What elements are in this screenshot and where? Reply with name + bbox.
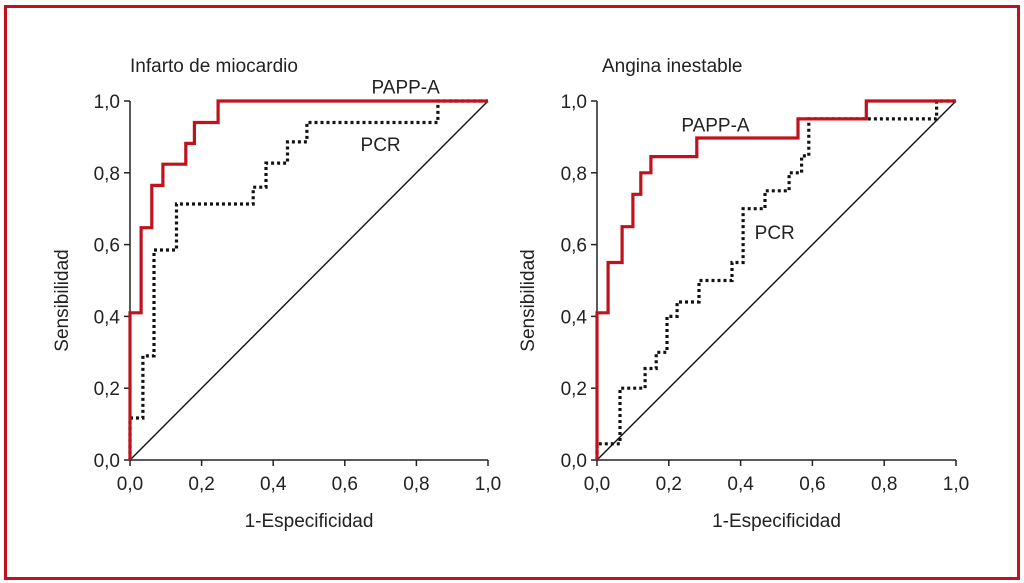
y-tick-label: 0,8 (94, 164, 120, 185)
x-tick-label: 0,0 (117, 474, 143, 495)
y-tick-label: 0,0 (94, 451, 120, 472)
x-tick-label: 0,6 (332, 474, 358, 495)
series-label-pcr: PCR (361, 135, 401, 156)
chart-panel-1: Infarto de miocardio 0,0 0,2 0,4 0,6 0,8 1,0 0,… (52, 56, 501, 532)
y-tick-label: 0,4 (94, 307, 121, 328)
x-tick-label: 0,8 (403, 474, 429, 495)
chart-panel-2: Angina inestable 0,0 0,2 0,4 0,6 0,8 1,0 0,0 0,2… (518, 56, 969, 532)
x-axis-title: 1-Especificidad (245, 511, 374, 532)
series-label-pcr: PCR (755, 223, 795, 244)
y-tick-label: 0,6 (94, 236, 120, 257)
y-tick-label: 0,6 (561, 236, 587, 257)
series-line-papp-a (595, 99, 956, 460)
y-tick-label: 1,0 (94, 92, 120, 113)
x-tick-label: 0,8 (871, 474, 897, 495)
x-axis-title: 1-Especificidad (712, 511, 841, 532)
x-tick-label: 0,6 (799, 474, 825, 495)
series-label-pappa: PAPP-A (372, 78, 441, 99)
series-line-papp-a (128, 99, 488, 460)
y-tick-label: 1,0 (561, 92, 587, 113)
x-tick-label: 0,4 (260, 474, 287, 495)
y-tick-label: 0,2 (561, 379, 587, 400)
y-tick-label: 0,0 (561, 451, 587, 472)
chart-title: Angina inestable (602, 56, 743, 77)
x-tick-label: 0,2 (188, 474, 214, 495)
reference-diagonal-line (129, 100, 489, 461)
figure-border (4, 5, 1020, 580)
y-tick-label: 0,4 (561, 307, 588, 328)
y-axis-title: Sensibilidad (518, 249, 539, 351)
x-tick-label: 0,0 (584, 474, 610, 495)
y-tick-label: 0,8 (561, 164, 587, 185)
y-axis-title: Sensibilidad (52, 249, 73, 351)
x-tick-label: 0,4 (727, 474, 754, 495)
series-label-pappa: PAPP-A (681, 115, 750, 136)
chart-title: Infarto de miocardio (130, 56, 298, 77)
reference-diagonal-line (596, 100, 957, 461)
x-tick-label: 1,0 (475, 474, 501, 495)
series-line-pcr (128, 99, 488, 460)
series-line-pcr (595, 99, 956, 460)
x-tick-label: 1,0 (943, 474, 969, 495)
x-tick-label: 0,2 (656, 474, 682, 495)
y-tick-label: 0,2 (94, 379, 120, 400)
